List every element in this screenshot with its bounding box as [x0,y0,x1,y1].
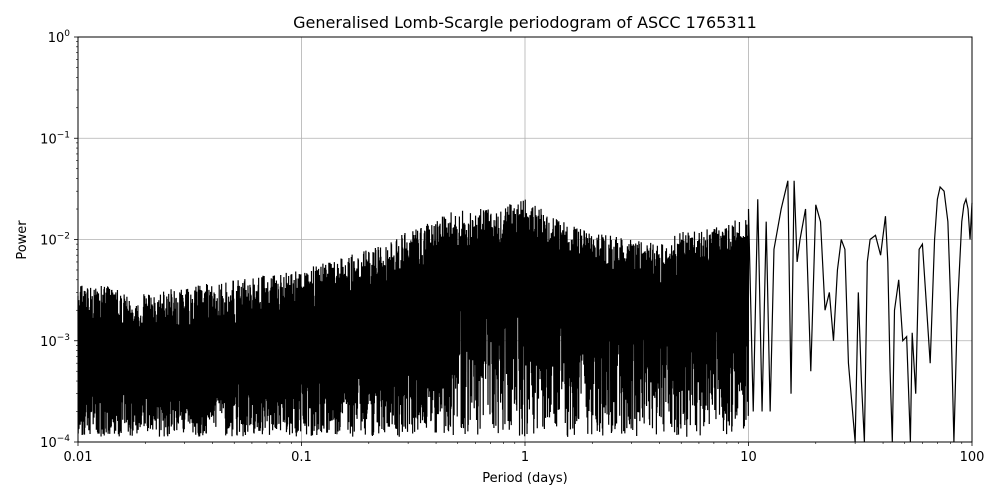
x-tick-label: 100 [960,450,985,465]
x-tick-label: 0.1 [291,450,312,465]
x-tick-label: 1 [521,450,529,465]
y-axis-label: Power [15,220,30,260]
x-tick-label: 0.01 [64,450,93,465]
x-axis-label: Period (days) [482,471,568,486]
y-tick-label: 10−3 [40,333,70,350]
y-tick-label: 10−4 [40,434,70,451]
tick-layer: 0.01 0.1 1 10 100 10−4 10−3 10−2 10−1 100 [40,29,984,465]
series-layer [77,180,973,443]
power-series-line [77,180,973,443]
chart-title: Generalised Lomb-Scargle periodogram of … [293,13,757,32]
y-tick-label: 100 [48,29,71,46]
y-tick-label: 10−2 [40,232,70,249]
y-tick-label: 10−1 [40,130,70,147]
x-tick-label: 10 [740,450,757,465]
